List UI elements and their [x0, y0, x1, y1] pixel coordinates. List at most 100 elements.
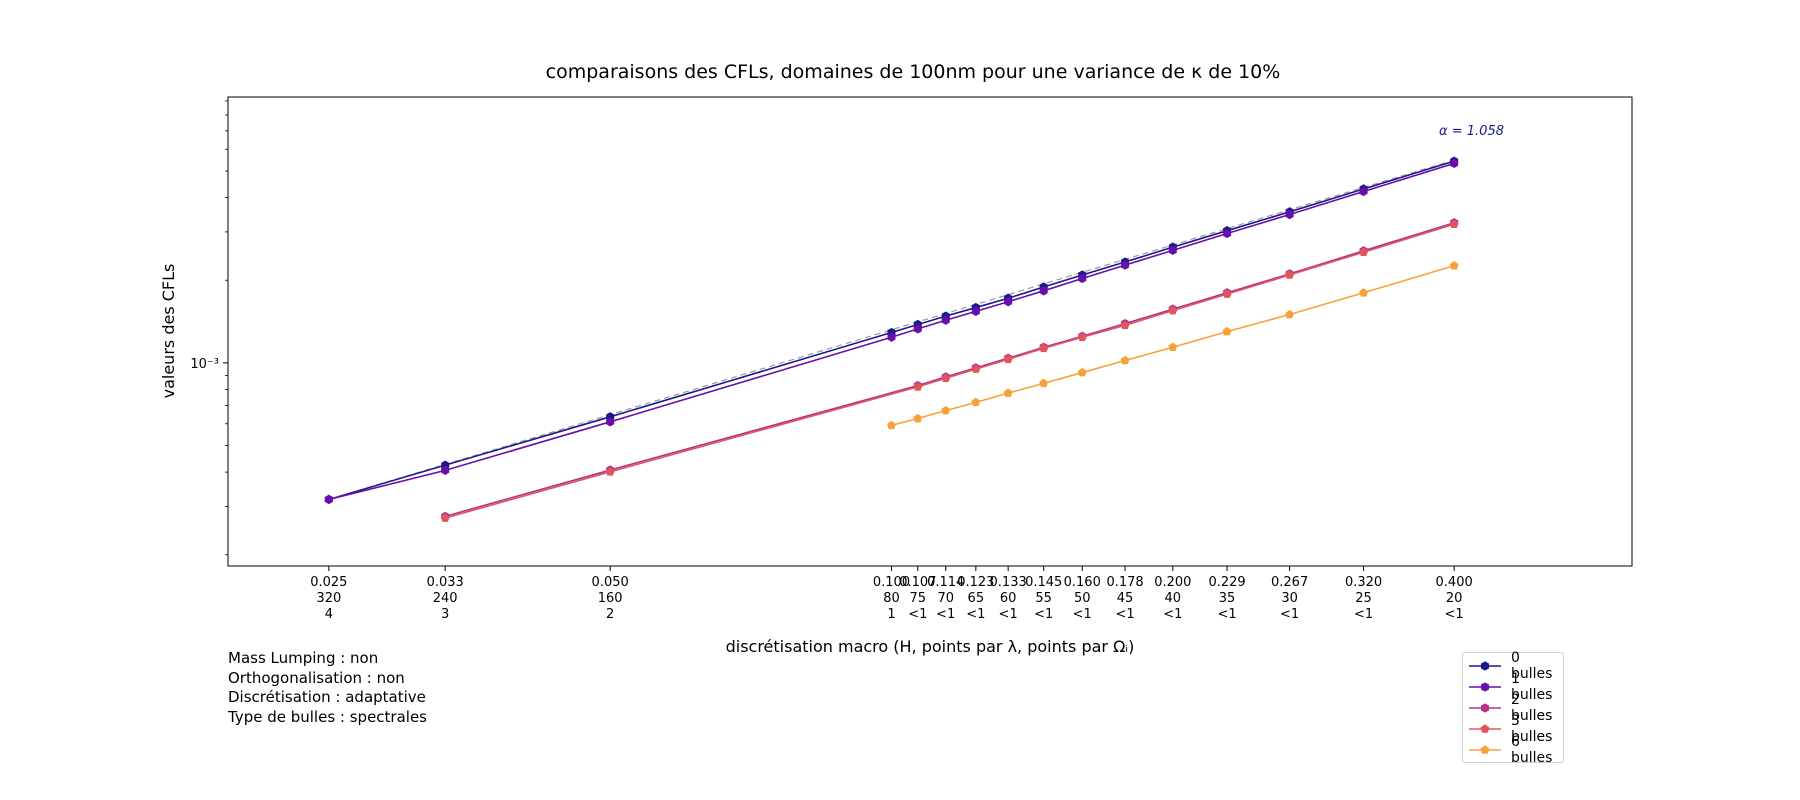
- x-tick-label-pts_lambda: 45: [1117, 591, 1134, 606]
- x-tick-label-pts_omega: <1: [999, 607, 1018, 622]
- x-tick-label-pts_lambda: 20: [1446, 591, 1463, 606]
- series-line-0: [328, 160, 1455, 501]
- data-point: [971, 306, 980, 317]
- data-point: [1003, 354, 1013, 364]
- legend-label-1: 1 bulles: [1511, 670, 1553, 703]
- x-tick-label-pts_omega: <1: [908, 607, 927, 622]
- x-tick-label-pts_omega: <1: [1280, 607, 1299, 622]
- data-point: [1222, 289, 1232, 298]
- data-point: [1120, 355, 1130, 365]
- x-tick-label-pts_lambda: 160: [598, 591, 623, 606]
- data-point: [1077, 332, 1087, 342]
- x-tick-label-pts_omega: 2: [606, 607, 614, 622]
- x-tick-label-pts_omega: <1: [936, 607, 955, 622]
- series-4: [887, 260, 1459, 430]
- legend-marker: [1480, 744, 1490, 754]
- data-point: [1121, 260, 1130, 270]
- x-tick-label-h: 0.178: [1106, 575, 1143, 590]
- x-tick-label-pts_omega: <1: [1073, 607, 1092, 622]
- series-line-3: [444, 223, 1455, 519]
- legend-marker: [1480, 681, 1490, 692]
- data-point: [1168, 305, 1178, 315]
- data-point: [1285, 309, 1295, 319]
- x-tick-label-h: 0.114: [927, 575, 964, 590]
- x-tick-label-pts_omega: 1: [887, 607, 895, 622]
- data-point: [1449, 219, 1459, 228]
- x-tick-label-pts_lambda: 30: [1281, 591, 1298, 606]
- legend-marker: [1480, 660, 1490, 671]
- data-point: [941, 373, 951, 383]
- series-layer: [324, 156, 1459, 522]
- data-point: [887, 420, 896, 430]
- legend-label-4: 6 bulles: [1511, 733, 1553, 766]
- data-point: [1077, 367, 1087, 377]
- x-tick-label-h: 0.400: [1436, 575, 1473, 590]
- data-point: [913, 324, 922, 334]
- x-tick-label-pts_omega: <1: [1163, 607, 1182, 622]
- series-0: [324, 156, 1459, 505]
- x-tick-label-h: 0.033: [427, 575, 464, 590]
- data-point: [1168, 342, 1178, 352]
- data-point: [1359, 288, 1369, 297]
- x-tick-label-h: 0.145: [1025, 575, 1062, 590]
- legend-marker: [1480, 723, 1490, 733]
- data-point: [913, 413, 923, 423]
- x-tick-label-pts_lambda: 55: [1035, 591, 1052, 606]
- plot-area: [227, 96, 1633, 567]
- x-tick-label-pts_omega: <1: [1354, 607, 1373, 622]
- x-tick-label-h: 0.123: [957, 575, 994, 590]
- data-point: [1285, 270, 1295, 279]
- x-tick-label-pts_omega: 4: [325, 607, 333, 622]
- x-tick-label-h: 0.100: [873, 575, 910, 590]
- legend-label-0: 0 bulles: [1511, 649, 1553, 682]
- x-tick-label-h: 0.267: [1271, 575, 1308, 590]
- data-point: [913, 382, 923, 391]
- data-point: [1359, 186, 1368, 197]
- x-tick-label-h: 0.050: [592, 575, 629, 590]
- x-tick-label-pts_lambda: 75: [910, 591, 927, 606]
- series-line-2: [444, 221, 1455, 518]
- data-point: [1078, 273, 1087, 284]
- y-axis-label: valeurs des CFLs: [159, 264, 178, 399]
- legend-item-0: 0 bulles: [1467, 650, 1559, 682]
- x-tick-label-pts_omega: <1: [966, 607, 985, 622]
- x-axis-label: discrétisation macro (H, points par λ, p…: [726, 637, 1135, 656]
- data-point: [1359, 247, 1369, 257]
- x-tick-label-pts_lambda: 240: [433, 591, 458, 606]
- data-point: [441, 465, 450, 476]
- legend-swatch-3: [1467, 722, 1503, 736]
- data-point: [605, 467, 615, 476]
- x-tick-label-pts_lambda: 40: [1165, 591, 1182, 606]
- series-3: [440, 219, 1459, 522]
- x-tick-label-h: 0.160: [1064, 575, 1101, 590]
- x-tick-label-pts_omega: 3: [441, 607, 449, 622]
- data-point: [1003, 388, 1013, 397]
- note-mass-lumping: Mass Lumping : non: [228, 649, 379, 667]
- legend-swatch-4: [1467, 743, 1503, 757]
- data-point: [971, 364, 981, 373]
- series-1: [324, 158, 1459, 505]
- legend-swatch-2: [1467, 701, 1503, 715]
- data-point: [971, 397, 981, 407]
- note-bubble-type: Type de bulles : spectrales: [228, 707, 427, 726]
- data-point: [1004, 297, 1013, 307]
- chart-legend: 0 bulles 1 bulles 2 bulles 3 bulles 6 bu…: [1462, 650, 1564, 766]
- x-tick-label-pts_lambda: 70: [937, 591, 954, 606]
- data-point: [1222, 326, 1232, 336]
- x-tick-label-pts_lambda: 60: [1000, 591, 1017, 606]
- data-point: [1039, 343, 1049, 353]
- x-tick-label-pts_lambda: 25: [1355, 591, 1372, 606]
- series-2: [441, 218, 1459, 522]
- x-tick-label-pts_omega: <1: [1445, 607, 1464, 622]
- data-point: [1039, 378, 1049, 388]
- x-tick-label-h: 0.025: [310, 575, 347, 590]
- series-line-1: [328, 162, 1455, 501]
- legend-marker: [1480, 702, 1490, 713]
- legend-label-2: 2 bulles: [1511, 691, 1553, 724]
- data-point: [1450, 158, 1459, 169]
- y-tick-label: 10⁻³: [190, 357, 219, 372]
- legend-label-3: 3 bulles: [1511, 712, 1553, 745]
- x-tick-label-h: 0.200: [1154, 575, 1191, 590]
- x-tick-label-h: 0.229: [1208, 575, 1245, 590]
